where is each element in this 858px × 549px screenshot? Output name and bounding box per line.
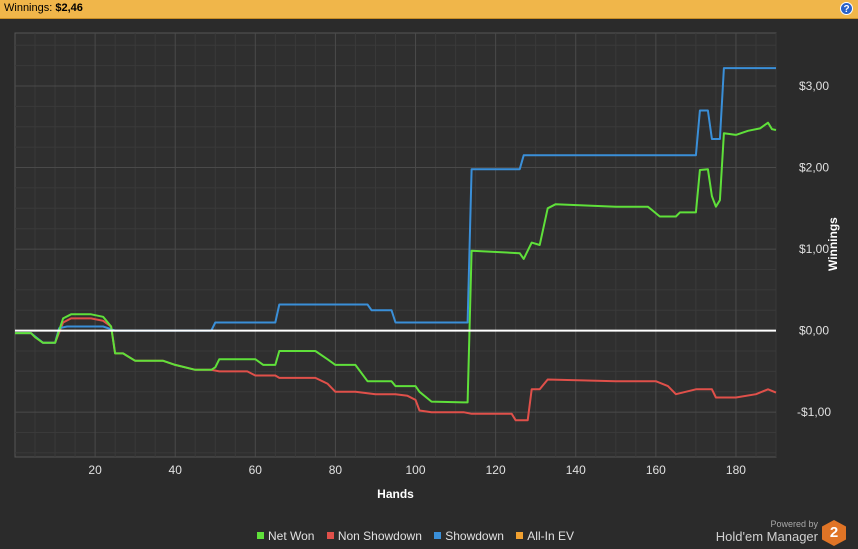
legend-item-all-in-ev[interactable]: All-In EV <box>516 529 574 543</box>
legend-item-net-won[interactable]: Net Won <box>257 529 314 543</box>
legend-label-non-showdown: Non Showdown <box>337 529 422 543</box>
legend-label-all-in-ev: All-In EV <box>527 529 574 543</box>
x-tick-label: 180 <box>726 463 746 477</box>
legend-item-showdown[interactable]: Showdown <box>434 529 504 543</box>
x-tick-label: 40 <box>169 463 183 477</box>
x-tick-label: 100 <box>406 463 426 477</box>
y-tick-label: -$1,00 <box>797 405 831 419</box>
x-tick-label: 20 <box>88 463 102 477</box>
x-tick-label: 80 <box>329 463 343 477</box>
powered-by-text: Powered by <box>770 519 818 529</box>
x-axis-title: Hands <box>377 487 414 501</box>
y-tick-label: $3,00 <box>799 79 829 93</box>
legend-item-non-showdown[interactable]: Non Showdown <box>326 529 422 543</box>
x-tick-label: 160 <box>646 463 666 477</box>
legend-label-showdown: Showdown <box>445 529 504 543</box>
brand-name: Hold'em Manager <box>715 529 818 544</box>
legend-label-net-won: Net Won <box>268 529 315 543</box>
legend-swatch-non-showdown <box>326 532 334 539</box>
chart-legend: Net Won Non Showdown Showdown All-In EV <box>257 529 583 543</box>
y-axis-title: Winnings <box>826 217 840 271</box>
showdown-line <box>15 67 776 344</box>
x-tick-label: 140 <box>566 463 586 477</box>
net-won-line <box>15 121 777 404</box>
winnings-header-bar: Winnings: $2,46 ? <box>0 0 858 19</box>
help-icon[interactable]: ? <box>840 2 853 15</box>
legend-swatch-all-in-ev <box>516 532 524 539</box>
y-tick-label: $1,00 <box>799 242 829 256</box>
powered-by: Powered by Hold'em Manager <box>716 519 818 544</box>
legend-swatch-net-won <box>257 532 264 539</box>
winnings-value: $2,46 <box>55 2 83 14</box>
x-tick-label: 60 <box>249 463 263 477</box>
y-tick-label: $2,00 <box>799 161 829 175</box>
winnings-label: Winnings: $2,46 <box>4 2 83 14</box>
non-showdown-line <box>15 317 777 422</box>
x-tick-label: 120 <box>486 463 506 477</box>
y-tick-label: $0,00 <box>799 324 829 338</box>
legend-swatch-showdown <box>434 532 442 539</box>
